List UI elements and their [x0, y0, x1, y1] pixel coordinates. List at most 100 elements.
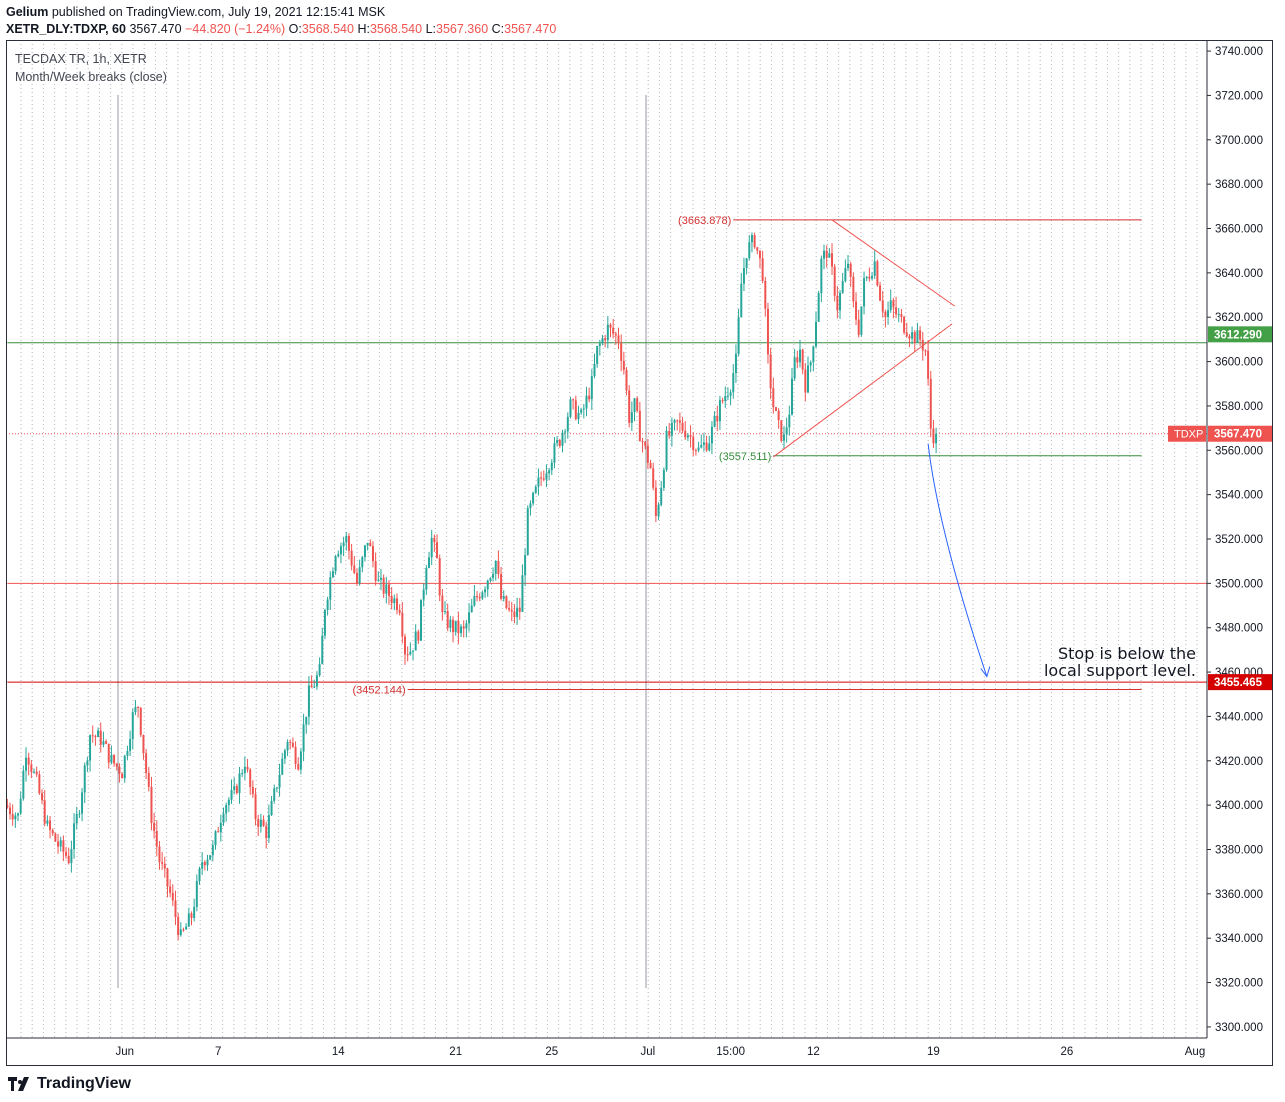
candle-body [163, 863, 166, 869]
candle-body [887, 310, 890, 317]
candle-body [777, 410, 780, 421]
price-label-box [1208, 674, 1272, 691]
candle-body [935, 433, 938, 444]
candle-body [684, 430, 687, 438]
candle-body [206, 859, 209, 866]
time-axis[interactable]: Jun 7 14 21 25 Jul 15:00 12 19 26 Aug [115, 1046, 1205, 1058]
candle-body [337, 554, 340, 557]
candle-body [265, 825, 268, 839]
candle-body [815, 321, 818, 347]
candle-body [569, 399, 572, 417]
candle-body [78, 813, 81, 815]
candle-body [529, 503, 532, 509]
candle-body [841, 281, 844, 293]
candle-body [369, 542, 372, 547]
candle-body [726, 395, 729, 397]
candle-body [278, 774, 281, 788]
candle-body [804, 369, 807, 393]
candle-body [548, 470, 551, 474]
candle-body [323, 610, 326, 636]
drawings [773, 219, 991, 678]
candle-body [558, 440, 561, 446]
chart-frame [6, 40, 1273, 1066]
candle-body [169, 886, 172, 893]
candle-body [734, 353, 737, 374]
candle-body [235, 786, 238, 794]
x-tick-label: 21 [449, 1046, 462, 1058]
candle-body [700, 444, 703, 448]
price-levels: (3663.878) (3557.511) (3452.144) [6, 215, 1207, 696]
candle-body [89, 735, 92, 761]
candle-body [764, 280, 767, 309]
candle-body [374, 561, 377, 581]
price-axis[interactable]: 3740.000 3720.000 3700.000 3680.000 3660.000… [1207, 46, 1263, 1034]
candle-body [884, 311, 887, 317]
candle-body [913, 332, 916, 343]
candle-body [414, 631, 417, 651]
candle-body [516, 607, 519, 617]
candle-body [227, 799, 230, 806]
candle-body [379, 577, 382, 580]
candle-body [470, 605, 473, 613]
candle-body [193, 906, 196, 918]
candle-body [43, 800, 46, 824]
symbol-tag-text: TDXP [1174, 429, 1203, 441]
candle-body [532, 492, 535, 504]
candle-body [428, 557, 431, 568]
candle-body [740, 283, 743, 318]
candle-body [478, 597, 481, 599]
x-tick-label: 7 [215, 1046, 221, 1058]
projection-arrowhead [980, 666, 991, 678]
candle-body [286, 741, 289, 751]
price-label-text: 3455.465 [1214, 677, 1263, 689]
tradingview-logo[interactable]: TradingView [8, 1075, 131, 1093]
candle-body [350, 550, 353, 566]
candle-body [932, 428, 935, 444]
candle-body [166, 868, 169, 887]
candle-body [214, 831, 217, 846]
candle-body [147, 772, 150, 787]
candle-body [817, 293, 820, 322]
last-price: 3567.470 [129, 22, 182, 36]
candle-body [62, 840, 65, 852]
candle-body [195, 881, 198, 907]
candle-body [729, 392, 732, 396]
candle-body [628, 390, 631, 423]
indicator-legend[interactable]: Month/Week breaks (close) [15, 70, 167, 84]
candle-body [807, 365, 810, 393]
candle-body [105, 741, 108, 744]
candle-body [772, 388, 775, 408]
candle-body [329, 577, 332, 600]
candle-body [430, 537, 433, 558]
candle-body [577, 412, 580, 420]
candle-body [798, 349, 801, 363]
candle-body [153, 822, 156, 832]
candle-body [262, 819, 265, 826]
candle-body [209, 855, 212, 860]
candle-body [412, 650, 415, 652]
candle-body [267, 815, 270, 839]
candle-body [422, 589, 425, 600]
candle-body [158, 846, 161, 863]
y-tick-label: 3480.000 [1215, 623, 1263, 635]
candle-body [302, 724, 305, 752]
candle-body [460, 626, 463, 634]
candle-body [524, 555, 527, 576]
annotation-line-1: Stop is below the [1058, 644, 1196, 663]
candle-body [46, 820, 49, 824]
candle-body [636, 398, 639, 411]
candle-body [94, 736, 97, 738]
candle-body [617, 335, 620, 344]
price-label-text: 3612.290 [1214, 329, 1262, 341]
candle-body [457, 620, 460, 634]
author-name[interactable]: Gelium [6, 5, 49, 19]
candle-body [110, 754, 113, 763]
series-legend[interactable]: TECDAX TR, 1h, XETR [15, 52, 147, 66]
close-value: 3567.470 [504, 22, 557, 36]
candle-body [863, 278, 866, 307]
candle-body [273, 788, 276, 801]
candle-body [342, 542, 345, 547]
tradingview-brand: TradingView [37, 1075, 131, 1092]
candle-body [115, 763, 118, 767]
